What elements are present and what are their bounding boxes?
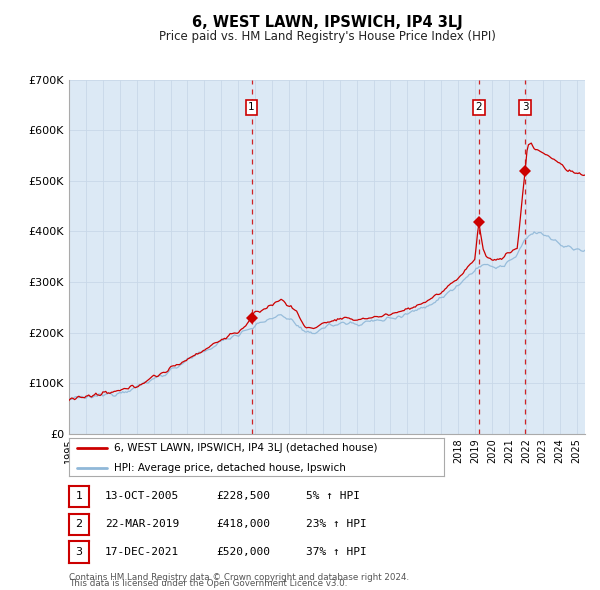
Text: 1: 1 — [76, 491, 82, 502]
Text: 23% ↑ HPI: 23% ↑ HPI — [306, 519, 367, 529]
Text: 3: 3 — [76, 547, 82, 557]
Text: 6, WEST LAWN, IPSWICH, IP4 3LJ (detached house): 6, WEST LAWN, IPSWICH, IP4 3LJ (detached… — [114, 443, 377, 453]
Text: Contains HM Land Registry data © Crown copyright and database right 2024.: Contains HM Land Registry data © Crown c… — [69, 573, 409, 582]
Text: £228,500: £228,500 — [216, 491, 270, 502]
Text: 2: 2 — [475, 103, 482, 113]
Text: 1: 1 — [248, 103, 255, 113]
Text: 6, WEST LAWN, IPSWICH, IP4 3LJ: 6, WEST LAWN, IPSWICH, IP4 3LJ — [191, 15, 463, 30]
Text: 17-DEC-2021: 17-DEC-2021 — [105, 547, 179, 557]
Text: 3: 3 — [522, 103, 529, 113]
Text: HPI: Average price, detached house, Ipswich: HPI: Average price, detached house, Ipsw… — [114, 463, 346, 473]
Text: This data is licensed under the Open Government Licence v3.0.: This data is licensed under the Open Gov… — [69, 579, 347, 588]
Text: 2: 2 — [76, 519, 82, 529]
Text: 13-OCT-2005: 13-OCT-2005 — [105, 491, 179, 502]
Text: £520,000: £520,000 — [216, 547, 270, 557]
Text: Price paid vs. HM Land Registry's House Price Index (HPI): Price paid vs. HM Land Registry's House … — [158, 30, 496, 43]
Text: 5% ↑ HPI: 5% ↑ HPI — [306, 491, 360, 502]
Text: 37% ↑ HPI: 37% ↑ HPI — [306, 547, 367, 557]
Text: 22-MAR-2019: 22-MAR-2019 — [105, 519, 179, 529]
Text: £418,000: £418,000 — [216, 519, 270, 529]
